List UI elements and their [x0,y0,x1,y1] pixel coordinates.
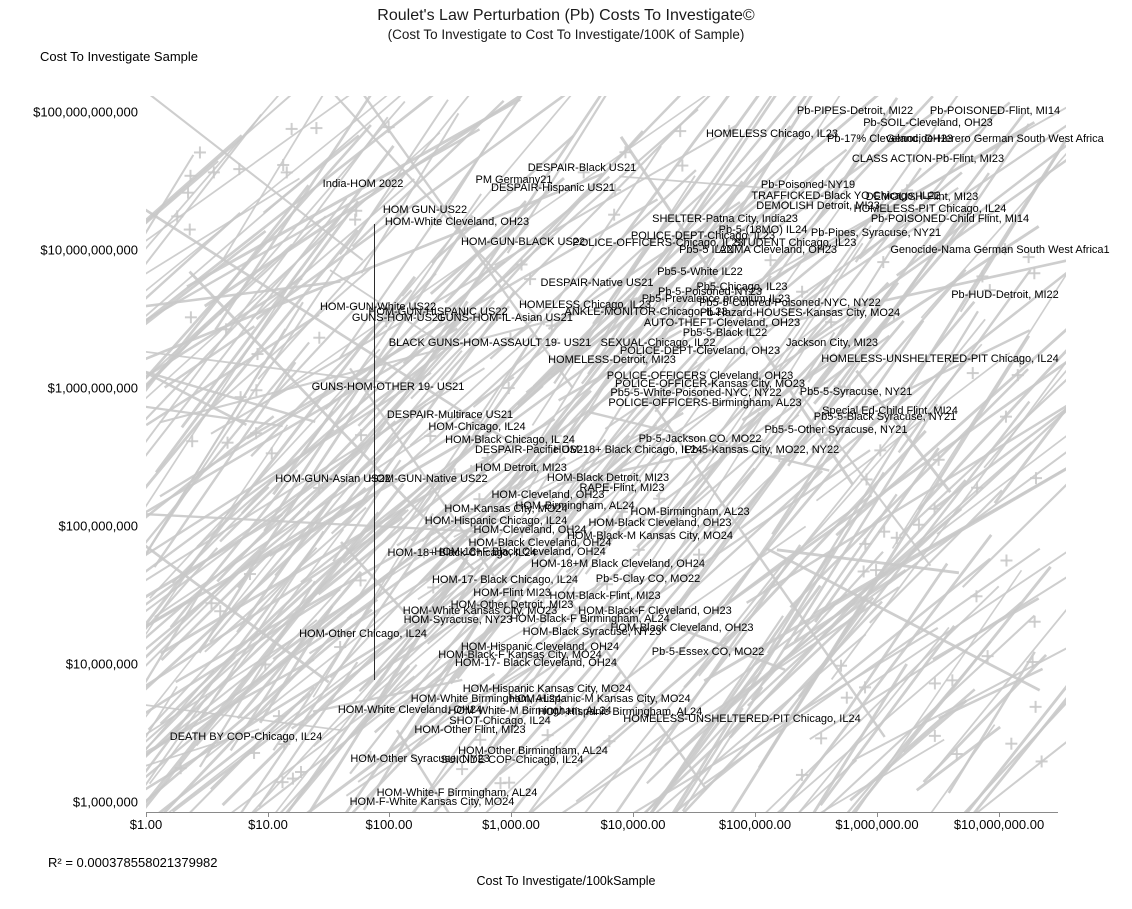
chart-subtitle: (Cost To Investigate to Cost To Investig… [387,27,745,42]
x-tick-label: $1,000.00 [482,817,540,832]
x-tick-label: $100.00 [365,817,413,832]
x-axis-line [146,812,1058,813]
y-tick-label: $100,000,000,000 [33,104,138,120]
y-tick-label: $1,000,000 [72,794,138,810]
x-axis-title: Cost To Investigate/100kSample [476,874,656,888]
x-tick-label: $10,000.00 [600,817,666,832]
y-axis-title: Cost To Investigate Sample [40,49,199,64]
x-tick-label: $10.00 [248,817,288,832]
scatter-lines-layer [146,96,1066,812]
y-tick-label: $10,000,000,000 [40,242,138,258]
x-tick-label: $100,000.00 [718,817,792,832]
chart-title: Roulet's Law Perturbation (Pb) Costs To … [377,7,755,24]
x-tick-label: $10,000,000.00 [953,817,1045,832]
x-tick-label: $1.00 [129,817,163,832]
r-squared-text: R² = 0.000378558021379982 [48,855,218,870]
y-tick-label: $10,000,000 [65,656,138,672]
y-tick-label: $1,000,000,000 [47,380,138,396]
x-tick-label: $1,000,000.00 [835,817,919,832]
vertical-series-line [374,224,375,680]
y-tick-label: $100,000,000 [58,518,138,534]
